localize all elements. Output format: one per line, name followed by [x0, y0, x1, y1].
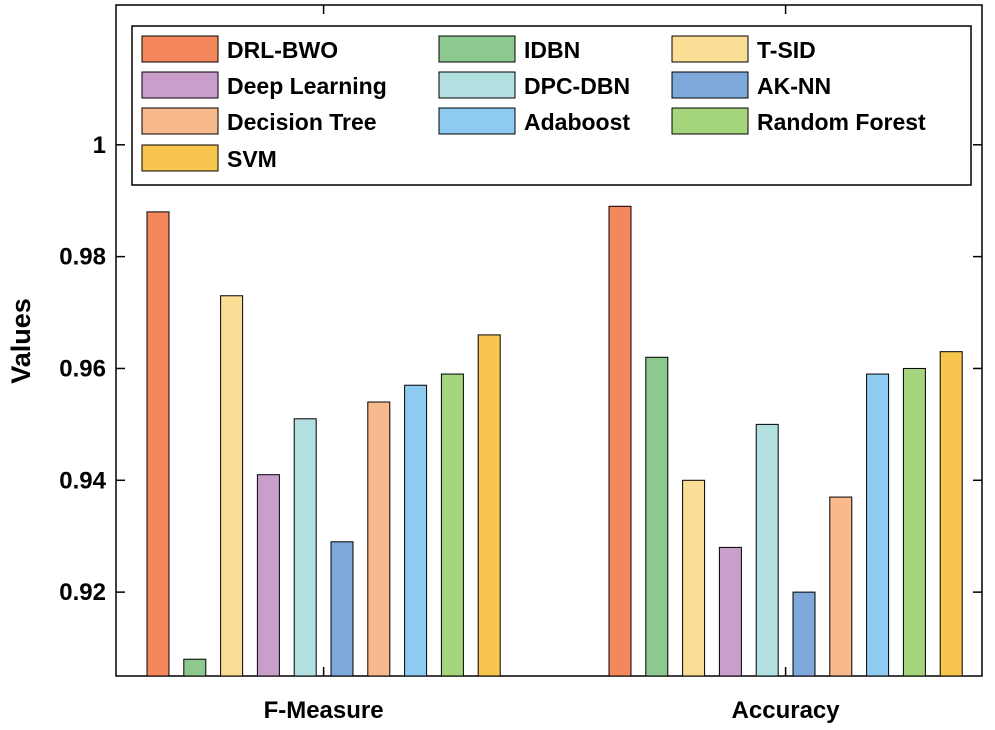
legend: DRL-BWO IDBN T-SID Deep Learning DPC-DBN AK-N… [131, 25, 972, 186]
bar-drl-bwo-f-measure [146, 211, 170, 677]
bar-drl-bwo-accuracy [608, 205, 632, 677]
legend-box [131, 25, 972, 186]
legend-label: Decision Tree [227, 109, 377, 135]
x-category-label: Accuracy [732, 697, 841, 724]
bar-dpc-dbn-f-measure [293, 418, 317, 677]
bar-dpc-dbn-accuracy [755, 423, 779, 677]
legend-swatch [671, 107, 749, 135]
legend-label: SVM [227, 146, 277, 172]
x-category-label: F-Measure [264, 697, 384, 724]
legend-swatch [438, 71, 516, 99]
legend-label: Adaboost [524, 109, 630, 135]
y-tick-label: 0.92 [59, 579, 106, 606]
bar-decision-tree-accuracy [829, 496, 853, 677]
y-axis-title: Values [6, 298, 36, 384]
legend-label: T-SID [757, 37, 816, 63]
bar-t-sid-f-measure [220, 295, 244, 677]
legend-swatch [671, 71, 749, 99]
y-tick-label: 1 [93, 132, 106, 159]
bar-deep-learning-f-measure [256, 474, 280, 677]
bar-decision-tree-f-measure [367, 401, 391, 677]
legend-label: AK-NN [757, 73, 831, 99]
bar-adaboost-f-measure [404, 384, 428, 677]
bar-idbn-accuracy [645, 356, 669, 677]
bar-idbn-f-measure [183, 658, 207, 677]
bar-svm-accuracy [939, 351, 963, 677]
bar-svm-f-measure [477, 334, 501, 677]
legend-swatch [141, 107, 219, 135]
y-tick-label: 0.94 [59, 467, 106, 494]
legend-label: Random Forest [757, 109, 926, 135]
legend-label: Deep Learning [227, 73, 387, 99]
bar-adaboost-accuracy [866, 373, 890, 677]
y-tick-label: 0.96 [59, 355, 106, 382]
bar-ak-nn-f-measure [330, 541, 354, 677]
bar-ak-nn-accuracy [792, 591, 816, 677]
y-tick-label: 0.98 [59, 244, 106, 271]
bar-deep-learning-accuracy [718, 546, 742, 677]
legend-swatch [141, 35, 219, 63]
legend-swatch [141, 144, 219, 172]
legend-swatch [141, 71, 219, 99]
y-axis-ticks: 0.92 0.94 0.96 0.98 1 [59, 132, 982, 606]
legend-swatch [438, 107, 516, 135]
legend-label: IDBN [524, 37, 580, 63]
bar-random-forest-f-measure [440, 373, 464, 677]
bar-random-forest-accuracy [902, 367, 926, 677]
legend-label: DPC-DBN [524, 73, 630, 99]
bar-t-sid-accuracy [682, 479, 706, 677]
legend-swatch [438, 35, 516, 63]
bars-group [146, 205, 963, 677]
legend-label: DRL-BWO [227, 37, 338, 63]
legend-swatch [671, 35, 749, 63]
x-axis-labels: F-Measure Accuracy [264, 5, 841, 724]
